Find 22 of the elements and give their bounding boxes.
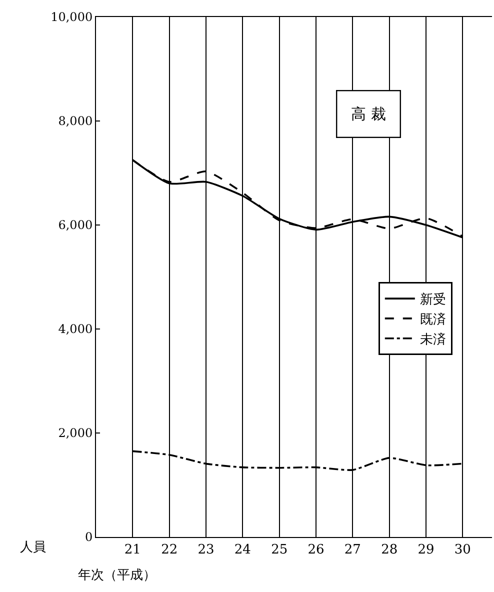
y-tick-label: 8,000 — [58, 114, 93, 128]
x-tick-label: 27 — [344, 542, 361, 558]
text: 高 裁 — [351, 105, 386, 124]
x-tick-label: 29 — [418, 542, 434, 558]
x-tick-label: 30 — [454, 542, 471, 558]
legend-label: 既済 — [420, 312, 446, 328]
y-tick-label: 4,000 — [58, 322, 93, 336]
x-tick-label: 26 — [308, 542, 324, 558]
x-tick-label: 22 — [161, 542, 178, 558]
x-tick-label: 21 — [124, 542, 141, 558]
y-tick-label: 6,000 — [58, 218, 93, 232]
x-tick-label: 24 — [234, 542, 251, 558]
x-axis-title: 年次（平成） — [78, 568, 156, 583]
x-tick-label: 28 — [381, 542, 398, 558]
legend-label: 未済 — [420, 331, 446, 348]
y-tick-label: 10,000 — [50, 10, 93, 24]
x-tick-label: 25 — [271, 542, 288, 558]
y-axis-title: 人員 — [20, 540, 46, 555]
legend-label: 新受 — [420, 292, 446, 308]
y-tick-label: 2,000 — [58, 426, 93, 440]
x-tick-label: 23 — [198, 542, 214, 558]
y-tick-label: 0 — [84, 530, 93, 544]
